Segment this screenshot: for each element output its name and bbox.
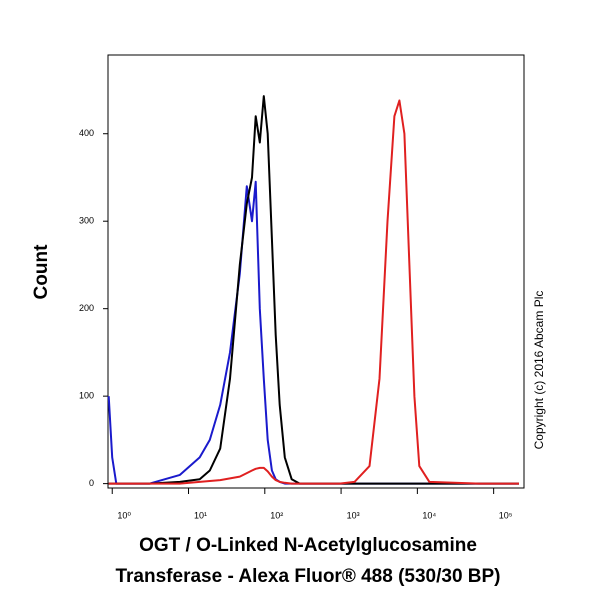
x-tick-label: 10⁴: [422, 510, 436, 520]
y-axis-title: Count: [31, 244, 52, 300]
x-tick-label: 10³: [347, 510, 360, 520]
histogram-line: [107, 180, 519, 485]
plot-frame: [107, 54, 525, 489]
x-tick-label: 10⁰: [117, 510, 131, 520]
x-tick-label: 10⁵: [499, 510, 513, 520]
x-axis-title: Transferase - Alexa Fluor® 488 (530/30 B…: [115, 566, 500, 587]
y-tick-label: 300: [79, 216, 94, 226]
x-tick-label: 10¹: [194, 510, 207, 520]
x-tick-label: 10²: [270, 510, 283, 520]
histogram-line: [108, 95, 519, 485]
y-tick-label: 200: [79, 303, 94, 313]
y-tick-label: 400: [79, 128, 94, 138]
y-tick-label: 0: [89, 478, 94, 488]
y-tick-label: 100: [79, 391, 94, 401]
histogram-line: [108, 99, 519, 485]
copyright: Copyright (c) 2016 Abcam Plc: [532, 291, 546, 450]
x-axis-title: OGT / O-Linked N-Acetylglucosamine: [139, 535, 477, 556]
